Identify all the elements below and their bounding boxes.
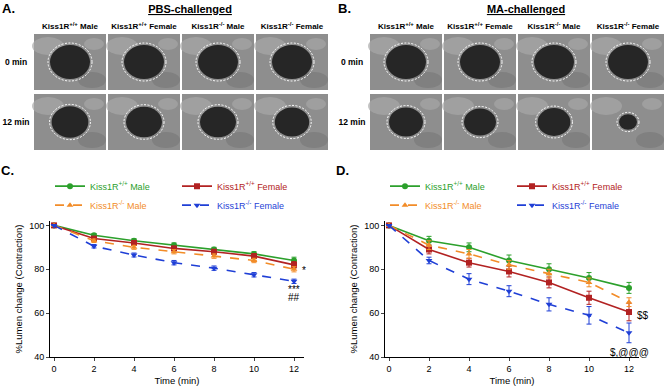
svg-text:Kiss1R​+/+​ Male: Kiss1R​+/+​ Male (425, 180, 485, 192)
svg-text:8: 8 (546, 364, 551, 374)
svg-text:%Lumen change (Contraction): %Lumen change (Contraction) (13, 225, 24, 354)
svg-text:4: 4 (466, 364, 471, 374)
svg-text:10: 10 (584, 364, 594, 374)
svg-text:8: 8 (211, 364, 216, 374)
svg-text:MA-challenged: MA-challenged (487, 3, 565, 15)
svg-text:Kiss1R​+/+​ Male: Kiss1R​+/+​ Male (90, 180, 150, 192)
svg-text:100: 100 (29, 221, 44, 231)
svg-text:Kiss1R​-/-​ Male: Kiss1R​-/-​ Male (90, 199, 146, 211)
svg-text:0: 0 (386, 364, 391, 374)
svg-text:***: *** (288, 284, 300, 295)
svg-text:40: 40 (369, 352, 379, 362)
svg-text:Kiss1R+/+ Female: Kiss1R+/+ Female (111, 21, 177, 31)
svg-text:B.: B. (338, 1, 351, 16)
svg-text:4: 4 (131, 364, 136, 374)
svg-text:10: 10 (249, 364, 259, 374)
svg-text:D.: D. (336, 163, 349, 178)
svg-text:Time (min): Time (min) (489, 375, 534, 386)
svg-text:0: 0 (51, 364, 56, 374)
svg-text:A.: A. (2, 1, 15, 16)
svg-text:Kiss1R+/+ Male: Kiss1R+/+ Male (378, 21, 434, 31)
svg-text:C.: C. (1, 163, 14, 178)
svg-text:Kiss1R+/+ Male: Kiss1R+/+ Male (42, 21, 98, 31)
svg-text:Kiss1R​-/-​ Male: Kiss1R​-/-​ Male (425, 199, 481, 211)
svg-text:100: 100 (364, 221, 379, 231)
svg-text:Kiss1R+/+ Female: Kiss1R+/+ Female (447, 21, 513, 31)
svg-text:12 min: 12 min (339, 117, 366, 127)
svg-text:12: 12 (289, 364, 299, 374)
svg-text:80: 80 (369, 264, 379, 274)
svg-text:40: 40 (34, 352, 44, 362)
svg-text:Kiss1R​-/-​ Female: Kiss1R​-/-​ Female (552, 199, 619, 211)
svg-text:2: 2 (91, 364, 96, 374)
svg-text:0 min: 0 min (5, 57, 27, 67)
svg-text:$,@@@: $,@@@ (610, 347, 649, 358)
svg-text:Kiss1R-/- Female: Kiss1R-/- Female (597, 21, 660, 31)
svg-text:12 min: 12 min (3, 117, 30, 127)
svg-text:12: 12 (624, 364, 634, 374)
svg-text:0 min: 0 min (341, 57, 363, 67)
svg-text:*: * (302, 265, 306, 276)
svg-text:6: 6 (506, 364, 511, 374)
svg-text:Kiss1R​+/+​ Female: Kiss1R​+/+​ Female (552, 180, 622, 192)
svg-text:Time (min): Time (min) (154, 375, 199, 386)
svg-text:60: 60 (369, 308, 379, 318)
svg-text:Kiss1R-/- Male: Kiss1R-/- Male (528, 21, 581, 31)
svg-text:6: 6 (171, 364, 176, 374)
svg-text:%Lumen change (Contraction): %Lumen change (Contraction) (348, 225, 359, 354)
svg-text:2: 2 (426, 364, 431, 374)
svg-text:Kiss1R-/- Male: Kiss1R-/- Male (192, 21, 245, 31)
svg-text:80: 80 (34, 264, 44, 274)
svg-text:Kiss1R-/- Female: Kiss1R-/- Female (261, 21, 324, 31)
svg-text:$$: $$ (637, 310, 649, 321)
svg-text:Kiss1R​+/+​ Female: Kiss1R​+/+​ Female (217, 180, 287, 192)
svg-text:Kiss1R​-/-​ Female: Kiss1R​-/-​ Female (217, 199, 284, 211)
svg-text:60: 60 (34, 308, 44, 318)
svg-text:PBS-challenged: PBS-challenged (148, 3, 232, 15)
svg-text:##: ## (288, 292, 300, 303)
